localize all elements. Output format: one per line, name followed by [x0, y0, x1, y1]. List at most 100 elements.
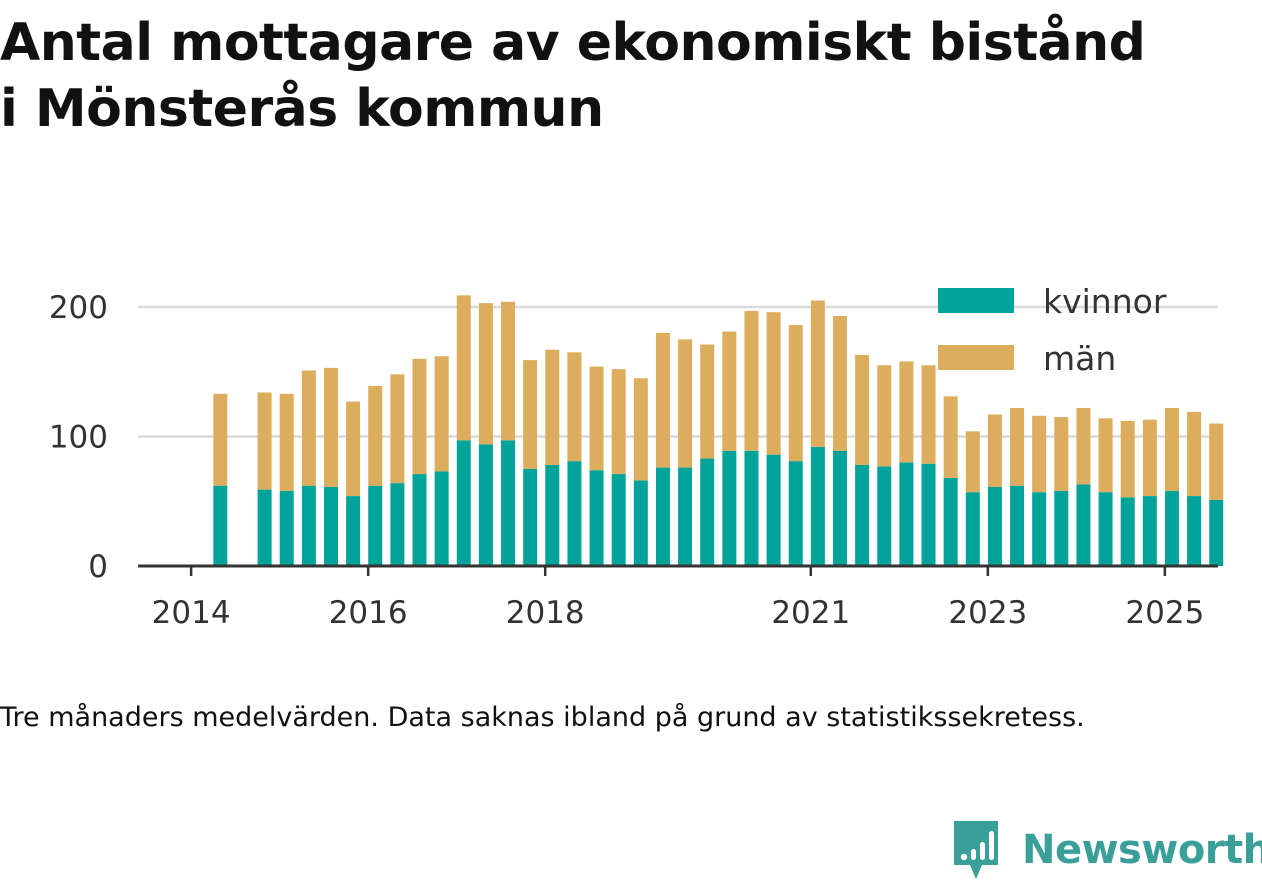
bar-man-34 — [987, 414, 1002, 488]
bar-man-3 — [301, 370, 316, 486]
bar-kvinnor-36 — [1032, 492, 1047, 566]
bar-man-10 — [456, 295, 471, 441]
bar-man-31 — [921, 365, 936, 464]
bar-kvinnor-43 — [1187, 496, 1202, 566]
bar-kvinnor-8 — [412, 474, 427, 566]
bar-man-11 — [478, 303, 493, 445]
brand-name: Newsworthy — [1022, 827, 1262, 873]
bar-man-37 — [1054, 417, 1069, 491]
bar-man-23 — [744, 310, 759, 451]
bar-man-38 — [1076, 408, 1091, 485]
bar-man-25 — [788, 325, 803, 462]
bar-kvinnor-26 — [810, 446, 825, 566]
bar-man-35 — [1010, 408, 1025, 486]
bar-kvinnor-37 — [1054, 490, 1069, 566]
bar-man-4 — [323, 367, 338, 488]
bar-man-30 — [899, 361, 914, 463]
bar-man-12 — [501, 301, 516, 441]
bar-kvinnor-18 — [633, 480, 648, 566]
bar-man-33 — [965, 431, 980, 493]
bar-kvinnor-32 — [943, 477, 958, 566]
chart-title-line-2: i Mönsterås kommun — [0, 79, 604, 139]
bar-man-44 — [1209, 423, 1224, 500]
bar-man-42 — [1164, 408, 1179, 491]
bar-kvinnor-35 — [1010, 485, 1025, 566]
brand-footer: Newsworthy — [950, 818, 1262, 882]
x-tick-label-2021: 2021 — [771, 595, 850, 631]
bar-man-14 — [545, 349, 560, 465]
bar-kvinnor-9 — [434, 471, 449, 566]
legend-label-man: män — [1043, 339, 1116, 378]
bar-man-7 — [390, 374, 405, 484]
chart-caption: Tre månaders medelvärden. Data saknas ib… — [0, 702, 1085, 733]
bar-kvinnor-42 — [1164, 490, 1179, 566]
bar-kvinnor-1 — [257, 489, 272, 566]
bar-man-22 — [722, 331, 737, 451]
bar-kvinnor-3 — [301, 485, 316, 566]
x-tick-label-2025: 2025 — [1125, 595, 1204, 631]
bar-kvinnor-4 — [323, 487, 338, 566]
bar-man-8 — [412, 358, 427, 475]
bar-kvinnor-34 — [987, 487, 1002, 566]
bar-man-5 — [346, 401, 361, 497]
bar-kvinnor-15 — [567, 461, 582, 566]
bar-kvinnor-11 — [478, 444, 493, 566]
bar-kvinnor-17 — [611, 474, 626, 566]
bar-man-17 — [611, 369, 626, 475]
bar-man-24 — [766, 312, 781, 455]
bar-kvinnor-33 — [965, 492, 980, 566]
bar-man-39 — [1098, 418, 1113, 493]
bar-kvinnor-25 — [788, 461, 803, 566]
chart-title-line-1: Antal mottagare av ekonomiskt bistånd — [0, 13, 1146, 73]
bar-man-21 — [700, 344, 715, 459]
bar-kvinnor-5 — [346, 496, 361, 566]
bar-man-15 — [567, 352, 582, 462]
bar-kvinnor-19 — [655, 467, 670, 566]
bar-kvinnor-39 — [1098, 492, 1113, 566]
bar-man-28 — [855, 354, 870, 465]
bar-kvinnor-24 — [766, 454, 781, 566]
bar-kvinnor-0 — [213, 485, 228, 566]
x-tick-label-2023: 2023 — [948, 595, 1027, 631]
bar-man-6 — [368, 385, 383, 486]
bar-man-18 — [633, 378, 648, 481]
bar-kvinnor-22 — [722, 450, 737, 566]
bar-kvinnor-20 — [678, 467, 693, 566]
bar-kvinnor-13 — [523, 468, 538, 566]
x-tick-label-2014: 2014 — [152, 595, 231, 631]
bar-man-36 — [1032, 415, 1047, 493]
bar-kvinnor-30 — [899, 462, 914, 566]
bar-kvinnor-28 — [855, 464, 870, 566]
bar-kvinnor-31 — [921, 463, 936, 566]
bar-man-19 — [655, 332, 670, 468]
bar-man-29 — [877, 365, 892, 467]
newsworthy-logo-icon — [954, 821, 998, 879]
bar-kvinnor-16 — [589, 470, 604, 566]
chart-title: Antal mottagare av ekonomiskt bistånd i … — [0, 10, 1262, 142]
bar-man-26 — [810, 300, 825, 447]
bar-kvinnor-21 — [700, 458, 715, 566]
bar-man-13 — [523, 360, 538, 469]
legend-swatch-man — [938, 345, 1014, 370]
x-tick-label-2016: 2016 — [329, 595, 408, 631]
bar-kvinnor-40 — [1120, 497, 1135, 566]
bar-man-2 — [279, 393, 294, 491]
bar-kvinnor-10 — [456, 440, 471, 566]
bar-man-20 — [678, 339, 693, 468]
y-tick-label-200: 200 — [49, 290, 108, 326]
bar-kvinnor-29 — [877, 466, 892, 566]
bar-kvinnor-7 — [390, 483, 405, 566]
bar-man-27 — [833, 316, 847, 451]
legend-label-kvinnor: kvinnor — [1043, 282, 1167, 321]
bar-kvinnor-27 — [833, 450, 847, 566]
bar-kvinnor-23 — [744, 450, 759, 566]
stacked-bar-chart: 0 100 200 2014 2016 2018 2021 2023 2025 kvinnor mä… — [49, 282, 1224, 631]
bar-kvinnor-38 — [1076, 484, 1091, 566]
bar-kvinnor-14 — [545, 464, 560, 566]
y-tick-label-100: 100 — [49, 420, 108, 456]
bar-man-40 — [1120, 420, 1135, 498]
bar-kvinnor-44 — [1209, 499, 1224, 566]
bar-kvinnor-12 — [501, 440, 516, 566]
bar-man-43 — [1187, 411, 1202, 497]
bar-man-41 — [1142, 419, 1157, 497]
